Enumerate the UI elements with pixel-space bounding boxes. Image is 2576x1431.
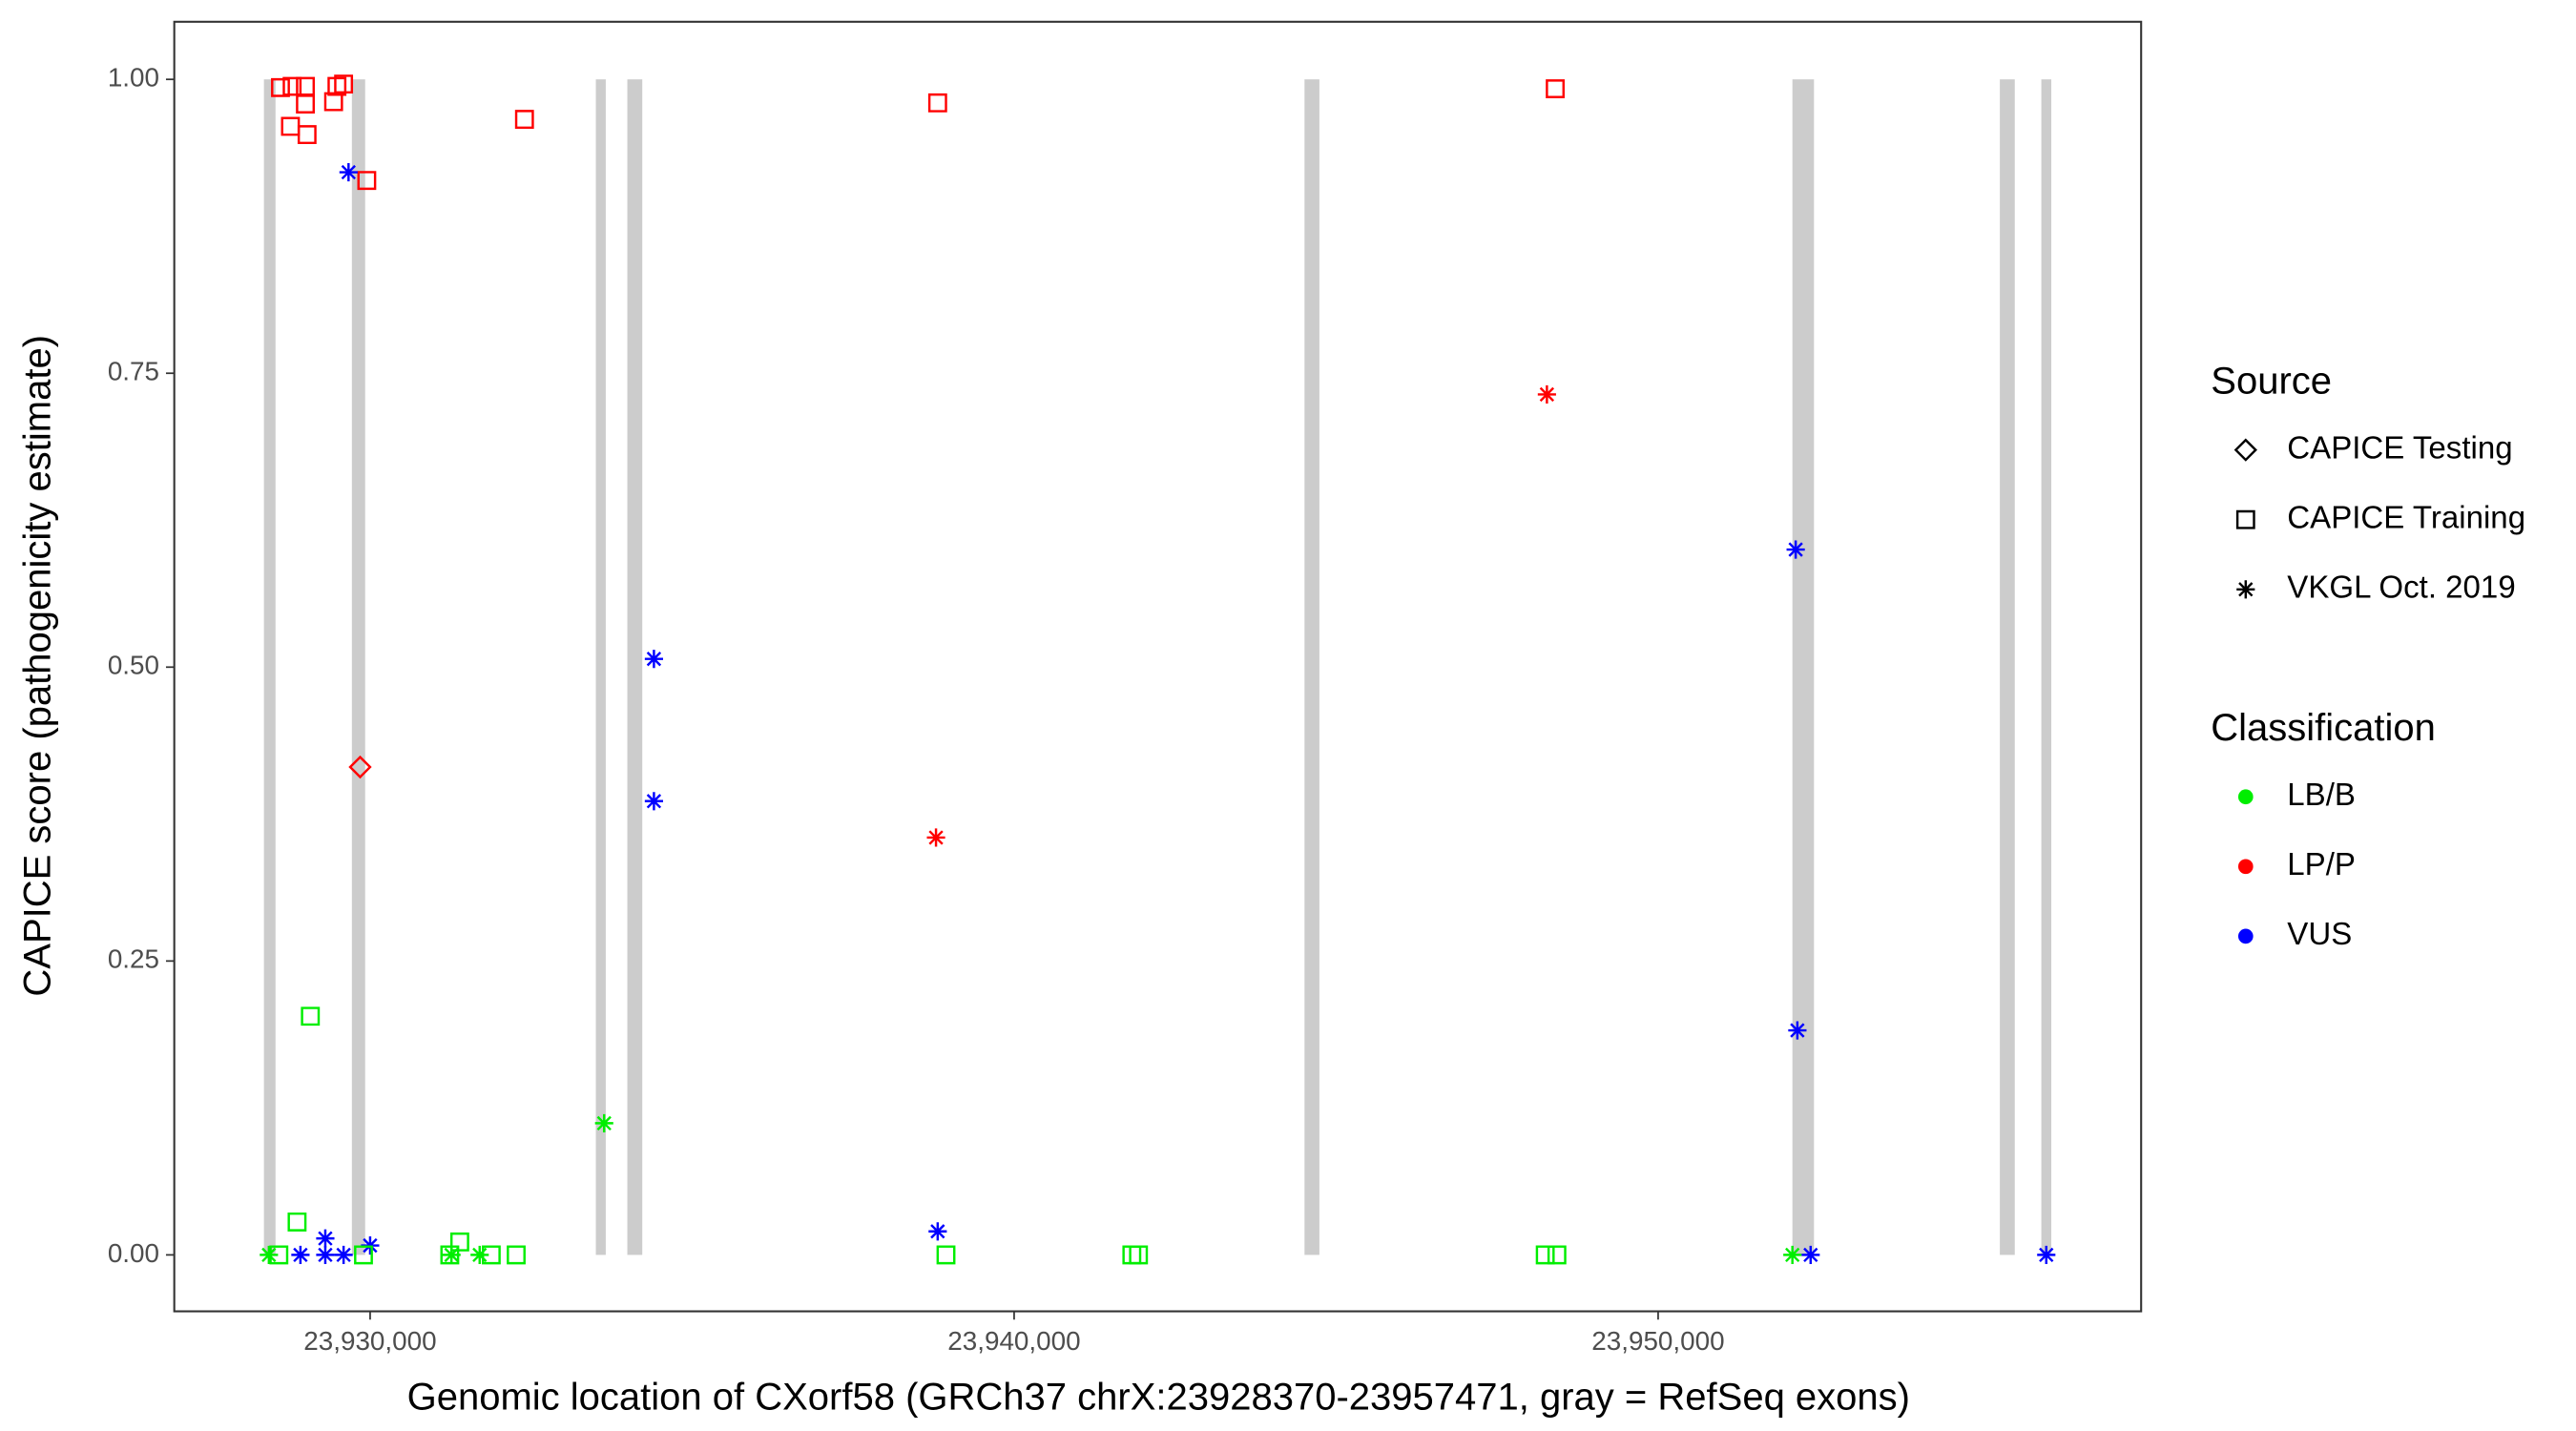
data-point [1537, 384, 1556, 404]
y-tick-label: 0.25 [108, 944, 159, 974]
exon [1792, 79, 1815, 1255]
y-axis-title: CAPICE score (pathogenicity estimate) [16, 335, 58, 997]
axes-layer: 0.00 0.25 0.50 0.75 1.00 23,930,000 23,940,000… [108, 63, 1725, 1356]
exon [2041, 79, 2052, 1255]
exon [263, 79, 276, 1255]
legend: Source CAPICE Testing CAPICE Training VKGL … [2211, 361, 2525, 952]
data-point [644, 650, 663, 669]
data-point [1546, 79, 1565, 98]
legend-symbol [2236, 580, 2255, 599]
data-point [1535, 1245, 1555, 1265]
x-tick-label: 23,930,000 [303, 1326, 436, 1356]
data-point [354, 1245, 373, 1265]
legend-label: CAPICE Testing [2287, 430, 2512, 466]
legend-symbol [2233, 438, 2257, 462]
data-point [481, 1245, 501, 1265]
exon [351, 79, 365, 1255]
data-point [357, 171, 377, 191]
exon [627, 79, 643, 1255]
legend-label: LP/P [2287, 847, 2356, 882]
x-axis-title: Genomic location of CXorf58 (GRCh37 chrX… [407, 1376, 1910, 1418]
data-point [1783, 1245, 1802, 1264]
data-point [280, 116, 301, 136]
data-point [1801, 1245, 1820, 1264]
legend-label: CAPICE Training [2287, 500, 2525, 535]
data-point [287, 1212, 307, 1232]
exon [595, 79, 606, 1255]
data-point [348, 755, 372, 779]
legend-symbol [2237, 928, 2254, 944]
data-point [442, 1245, 461, 1264]
data-point [644, 792, 663, 811]
data-point [1786, 540, 1805, 559]
exon [2000, 79, 2015, 1255]
data-point [316, 1245, 335, 1264]
data-point [470, 1245, 489, 1264]
exon [1304, 79, 1319, 1255]
data-point [269, 1245, 289, 1265]
data-point [323, 92, 343, 112]
data-point [926, 828, 945, 847]
data-point [1547, 1245, 1567, 1265]
y-tick-label: 0.75 [108, 357, 159, 386]
legend-label: VUS [2287, 917, 2352, 952]
data-point [927, 93, 947, 113]
data-point [301, 1006, 321, 1027]
data-point [316, 1229, 335, 1248]
x-tick-label: 23,940,000 [947, 1326, 1080, 1356]
data-point [339, 162, 358, 182]
x-tick-label: 23,950,000 [1591, 1326, 1724, 1356]
data-point [291, 1245, 310, 1264]
legend-title: Classification [2211, 707, 2436, 749]
data-point [260, 1245, 279, 1264]
data-point [514, 110, 534, 129]
y-tick-label: 1.00 [108, 63, 159, 93]
data-point [928, 1222, 947, 1241]
legend-title: Source [2211, 361, 2332, 403]
data-point [327, 76, 347, 96]
data-point [296, 94, 316, 114]
legend-symbol [2237, 859, 2254, 875]
legend-symbol [2237, 789, 2254, 805]
data-point [507, 1245, 526, 1265]
exon-layer [263, 79, 2052, 1255]
data-point [594, 1113, 613, 1132]
legend-symbol [2235, 509, 2255, 529]
data-point [297, 125, 317, 145]
data-point [1122, 1245, 1142, 1265]
y-tick-label: 0.00 [108, 1238, 159, 1268]
y-tick-label: 0.50 [108, 651, 159, 680]
plot-frame [173, 20, 2143, 1313]
data-point [1129, 1245, 1149, 1265]
data-point [334, 1245, 353, 1264]
data-point [334, 74, 354, 94]
data-point [1788, 1021, 1807, 1040]
legend-label: VKGL Oct. 2019 [2287, 570, 2515, 606]
legend-label: LB/B [2287, 778, 2356, 813]
points-layer [260, 74, 2056, 1265]
data-point [2037, 1245, 2056, 1264]
data-point [936, 1245, 956, 1265]
data-point [449, 1232, 469, 1252]
